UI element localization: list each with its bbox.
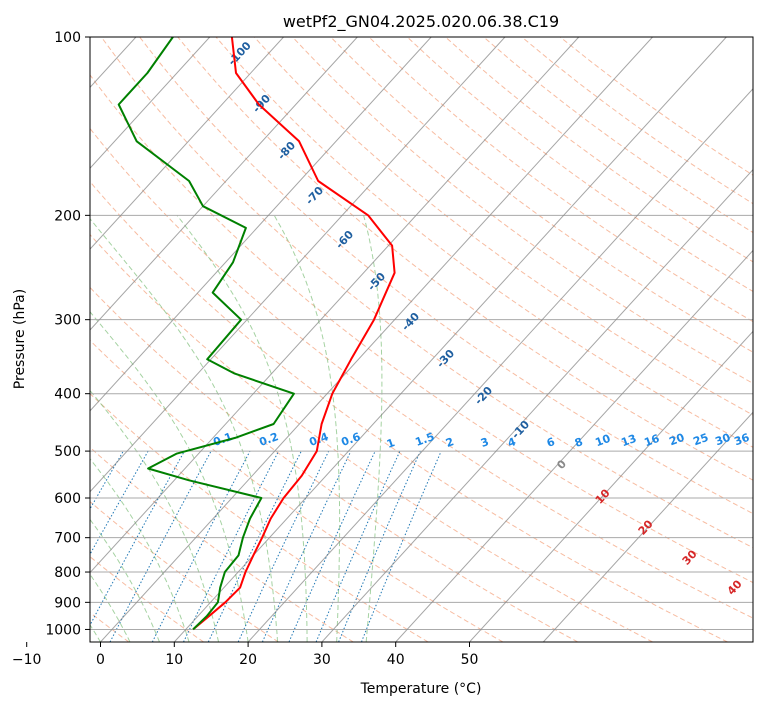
y-tick-label: 800 (54, 565, 81, 581)
y-tick-label: 400 (54, 387, 81, 403)
y-tick-label: 200 (54, 208, 81, 224)
x-tick-label: 40 (387, 652, 405, 668)
y-tick-label: 600 (54, 491, 81, 507)
chart-title: wetPf2_GN04.2025.020.06.38.C19 (283, 12, 559, 32)
y-tick-label: 500 (54, 444, 81, 460)
x-tick-label: −10 (12, 652, 42, 668)
y-tick-label: 100 (54, 30, 81, 46)
y-tick-label: 700 (54, 531, 81, 547)
x-tick-label: 50 (461, 652, 479, 668)
y-tick-label: 900 (54, 595, 81, 611)
x-tick-label: 0 (96, 652, 105, 668)
y-tick-label: 300 (54, 313, 81, 329)
y-axis-label: Pressure (hPa) (12, 289, 28, 389)
y-tick-label: 1000 (45, 622, 81, 638)
x-axis-label: Temperature (°C) (360, 681, 482, 697)
x-tick-label: 30 (313, 652, 331, 668)
x-tick-label: 20 (239, 652, 257, 668)
x-tick-label: 10 (165, 652, 183, 668)
